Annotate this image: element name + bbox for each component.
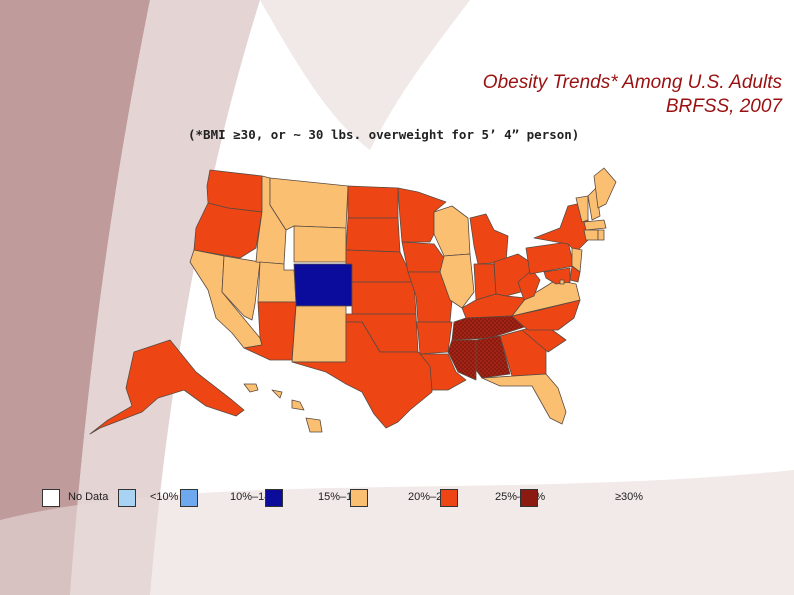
legend-label-0: No Data bbox=[68, 491, 109, 503]
state-dc bbox=[559, 279, 565, 285]
state-ga bbox=[499, 329, 547, 377]
state-la bbox=[419, 353, 467, 391]
state-tx bbox=[291, 321, 433, 429]
swash-left bbox=[0, 0, 150, 595]
swash-top bbox=[260, 0, 470, 150]
state-or bbox=[193, 202, 263, 259]
state-ri bbox=[597, 229, 605, 241]
state-al bbox=[475, 335, 511, 379]
state-me bbox=[593, 167, 617, 209]
legend-swatch-0 bbox=[42, 489, 60, 507]
swash-bottom bbox=[0, 470, 794, 595]
title-line-2: BRFSS, 2007 bbox=[665, 96, 782, 117]
legend-label-6: ≥30% bbox=[615, 491, 644, 503]
legend-swatch-5 bbox=[440, 489, 458, 507]
legend-swatch-2 bbox=[180, 489, 198, 507]
legend-swatch-1 bbox=[118, 489, 136, 507]
state-mi bbox=[469, 213, 509, 265]
state-ar bbox=[415, 321, 453, 355]
state-nc bbox=[511, 299, 581, 331]
state-va bbox=[511, 279, 581, 317]
title-line-1: Obesity Trends* Among U.S. Adults bbox=[482, 72, 782, 93]
state-ms bbox=[447, 339, 477, 381]
subtitle: (*BMI ≥30, or ~ 30 lbs. overweight for 5… bbox=[188, 127, 580, 142]
legend-swatch-6 bbox=[520, 489, 538, 507]
legend-swatch-3 bbox=[265, 489, 283, 507]
state-vt bbox=[575, 195, 589, 223]
state-ak bbox=[89, 339, 245, 435]
swash-left-light bbox=[70, 0, 260, 595]
state-de bbox=[569, 265, 581, 283]
legend-swatch-4 bbox=[350, 489, 368, 507]
state-ma bbox=[583, 219, 607, 231]
legend-label-1: <10% bbox=[150, 491, 179, 503]
state-hi bbox=[243, 383, 323, 433]
state-fl bbox=[481, 373, 567, 425]
